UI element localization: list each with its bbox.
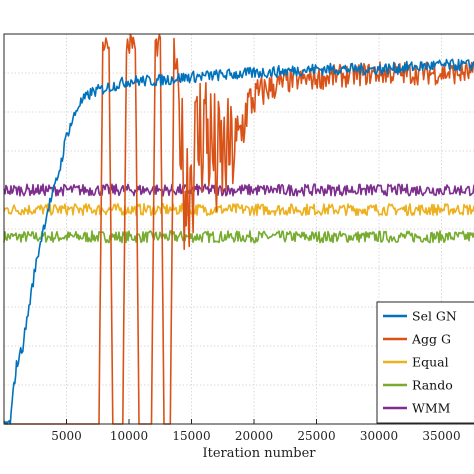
series-line-rando [3,230,474,244]
series-line-wmm [3,183,474,197]
legend-entry: Equal [412,355,449,370]
x-tick-label: 15000 [172,429,210,443]
x-ticks: 5000 10000 15000 20000 25000 30000 35000 [51,419,461,443]
legend-entry: Sel GN [412,309,457,324]
series-line-sel-gn [3,58,474,425]
x-tick-label: 35000 [422,429,460,443]
x-tick-label: 30000 [360,429,398,443]
x-axis-label: Iteration number [202,446,316,461]
legend-entry: Agg G [411,332,451,347]
legend-entry: Rando [412,378,453,393]
series-line-equal [3,202,474,217]
legend: Sel GN Agg G Equal Rando WMM [376,301,474,424]
legend-entry: WMM [412,401,451,416]
x-tick-label: 25000 [297,429,335,443]
x-tick-label: 10000 [110,429,148,443]
x-tick-label: 20000 [235,429,273,443]
x-tick-label: 5000 [51,429,82,443]
